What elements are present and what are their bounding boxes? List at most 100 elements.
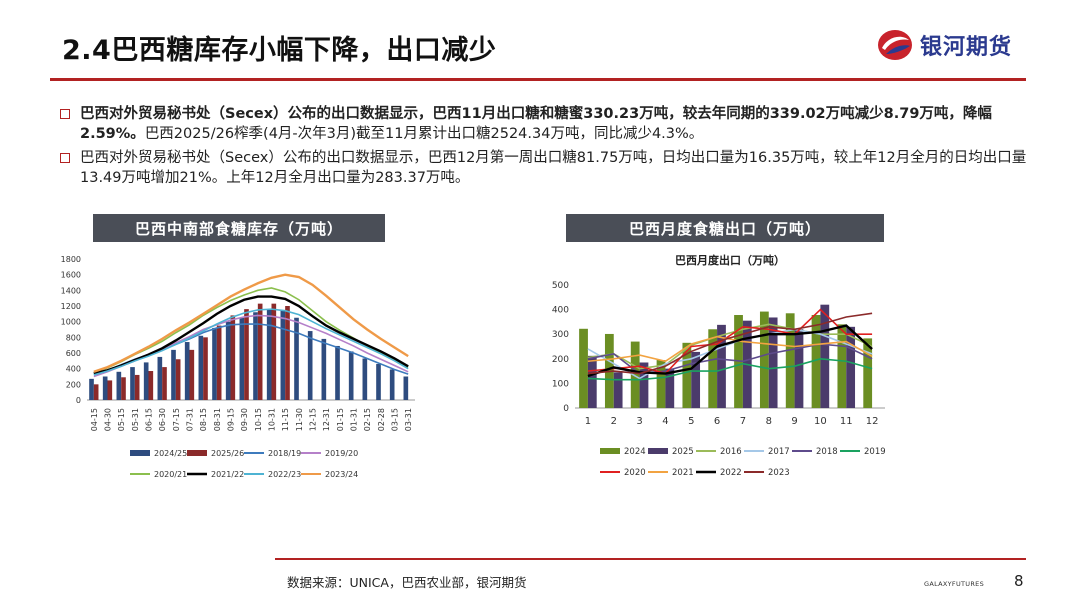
bar-2024 <box>682 342 692 408</box>
x-tick-label: 08-15 <box>199 408 208 431</box>
x-tick-label: 11-15 <box>281 408 290 431</box>
y-tick-label: 1400 <box>61 286 81 295</box>
y-tick-label: 600 <box>66 349 81 358</box>
bar-2024/25 <box>157 356 163 400</box>
bullet-bold-text: 巴西对外贸易秘书处（Secex）公布的出口数据显示，巴西11月出口糖和糖蜜330… <box>80 106 992 142</box>
bar-2024 <box>837 324 847 408</box>
x-tick-label: 8 <box>766 416 772 427</box>
y-tick-label: 1200 <box>61 302 81 311</box>
bar-2024 <box>759 311 769 408</box>
bar-2024/25 <box>266 309 272 400</box>
y-tick-label: 400 <box>552 306 569 316</box>
legend-label: 2016 <box>720 447 742 457</box>
bar-2025 <box>768 317 778 408</box>
bar-2024/25 <box>253 312 258 400</box>
y-tick-label: 800 <box>66 333 81 342</box>
bar-2025/26 <box>271 303 277 400</box>
legend-label: 2023/24 <box>325 470 358 479</box>
x-tick-label: 11-30 <box>295 408 304 431</box>
bar-2024/25 <box>143 362 149 400</box>
bar-2025 <box>820 304 830 408</box>
bar-2025/26 <box>162 367 167 400</box>
bullet-item: 巴西对外贸易秘书处（Secex）公布的出口数据显示，巴西11月出口糖和糖蜜330… <box>60 104 1035 144</box>
legend-label: 2024 <box>624 447 646 457</box>
x-tick-label: 01-31 <box>350 408 359 431</box>
bar-2024/25 <box>116 371 122 400</box>
bar-2025/26 <box>93 384 99 400</box>
bullet-text: 巴西2025/26榨季(4月-次年3月)截至11月累计出口糖2524.34万吨，… <box>144 126 704 142</box>
bar-2025 <box>846 326 856 408</box>
x-tick-label: 6 <box>714 416 720 427</box>
x-tick-label: 07-15 <box>172 408 181 431</box>
y-tick-label: 200 <box>66 380 81 389</box>
x-tick-label: 10-15 <box>254 408 263 431</box>
bullet-list: 巴西对外贸易秘书处（Secex）公布的出口数据显示，巴西11月出口糖和糖蜜330… <box>60 104 1035 192</box>
title-divider <box>50 78 1026 81</box>
x-tick-label: 03-15 <box>391 408 400 431</box>
bar-2025/26 <box>148 371 154 400</box>
page-number: 8 <box>1014 572 1024 590</box>
bar-2025 <box>794 329 804 408</box>
bar-2024 <box>656 360 666 408</box>
y-tick-label: 300 <box>552 330 569 340</box>
bar-2024/25 <box>376 363 381 400</box>
bar-2025/26 <box>216 325 222 400</box>
legend-label: 2018 <box>816 447 838 457</box>
bar-2025/26 <box>134 374 140 400</box>
legend-label: 2021 <box>672 468 694 478</box>
bar-2024/25 <box>198 335 204 400</box>
y-tick-label: 1600 <box>61 271 81 280</box>
y-tick-label: 1800 <box>61 255 81 264</box>
x-tick-label: 05-15 <box>117 408 126 431</box>
series-line-2023/24 <box>93 273 409 373</box>
galaxy-logo-icon <box>878 30 912 60</box>
bar-2024/25 <box>225 321 231 400</box>
bar-2024 <box>630 341 640 408</box>
x-tick-label: 11 <box>840 416 853 427</box>
data-source: 数据来源：UNICA，巴西农业部，银河期货 <box>287 575 527 590</box>
series-line-2022 <box>587 324 873 378</box>
logo-text: 银河期货 <box>920 35 1013 60</box>
x-tick-label: 5 <box>688 416 694 427</box>
x-tick-label: 3 <box>636 416 642 427</box>
x-tick-label: 12-31 <box>322 408 331 431</box>
series-line-2016 <box>587 323 873 370</box>
bullet-square-icon <box>60 109 70 119</box>
series-line-2020/21 <box>93 287 409 374</box>
bullet-square-icon <box>60 153 70 163</box>
x-tick-label: 1 <box>585 416 591 427</box>
bar-2024/25 <box>280 310 286 400</box>
y-tick-label: 100 <box>552 379 569 389</box>
bar-2024 <box>811 315 821 408</box>
x-tick-label: 02-28 <box>377 408 386 431</box>
y-tick-label: 200 <box>552 355 569 365</box>
bar-2025/26 <box>203 337 208 400</box>
legend-label: 2022/23 <box>268 470 301 479</box>
x-tick-label: 07-31 <box>186 408 195 431</box>
bar-2025/26 <box>107 380 113 400</box>
x-tick-label: 05-31 <box>131 408 140 431</box>
legend-swatch <box>600 448 620 454</box>
y-tick-label: 400 <box>66 365 81 374</box>
x-tick-label: 10-31 <box>268 408 277 431</box>
footer-divider <box>275 558 1026 560</box>
bar-2025/26 <box>257 303 263 400</box>
inventory-chart: 0 200 400 600 800 1000 1200 1400 1600 1800 04-15 04… <box>61 255 415 479</box>
series-line-2019 <box>587 357 873 381</box>
legend-label: 2022 <box>720 468 742 478</box>
series-line-2022/23 <box>93 308 409 376</box>
x-tick-label: 7 <box>740 416 746 427</box>
x-tick-label: 4 <box>662 416 668 427</box>
x-tick-label: 04-15 <box>90 408 99 431</box>
legend-label: 2019/20 <box>325 449 358 458</box>
bar-2025 <box>639 362 649 408</box>
bar-2024/25 <box>335 345 340 400</box>
x-tick-label: 12-15 <box>309 408 318 431</box>
chart-title: 巴西月度出口（万吨） <box>675 253 785 267</box>
legend-label: 2025/26 <box>211 449 244 458</box>
bar-2025/26 <box>121 377 126 400</box>
bar-2024 <box>785 313 795 408</box>
bar-2024/25 <box>403 376 409 400</box>
bar-2025 <box>587 355 597 408</box>
